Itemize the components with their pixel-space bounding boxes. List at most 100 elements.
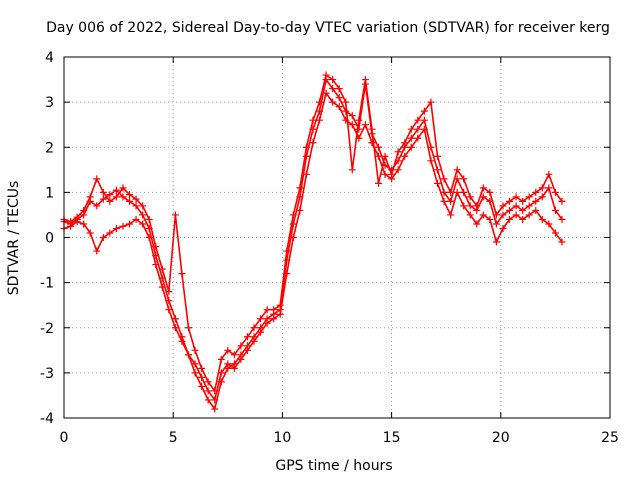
data-point-plus: [112, 193, 120, 201]
data-point-plus: [433, 166, 441, 174]
data-point-plus: [506, 197, 514, 205]
data-point-plus: [355, 116, 363, 124]
data-point-plus: [302, 143, 310, 151]
data-point-plus: [302, 170, 310, 178]
data-point-plus: [545, 220, 553, 228]
y-tick-label: 2: [45, 140, 54, 156]
data-point-plus: [80, 220, 88, 228]
x-tick-label: 5: [169, 430, 178, 446]
data-point-plus: [211, 405, 219, 413]
y-axis-ticks: -4 -3 -2 -1 0 1 2 3 4: [40, 50, 610, 427]
data-point-plus: [499, 224, 507, 232]
data-point-plus: [440, 175, 448, 183]
data-point-plus: [184, 351, 192, 359]
data-point-plus: [361, 76, 369, 84]
data-point-plus: [447, 197, 455, 205]
data-point-plus: [466, 211, 474, 219]
data-point-plus: [93, 175, 101, 183]
data-point-plus: [322, 89, 330, 97]
data-point-plus: [224, 360, 232, 368]
y-tick-label: 3: [45, 95, 54, 111]
data-point-plus: [558, 197, 566, 205]
data-point-plus: [86, 229, 94, 237]
x-axis-ticks: 0 5 10 15 20 25: [60, 57, 619, 446]
data-point-plus: [348, 166, 356, 174]
data-point-plus: [473, 202, 481, 210]
grid-lines: [64, 57, 610, 418]
data-point-plus: [126, 220, 134, 228]
data-point-plus: [257, 315, 265, 323]
data-point-plus: [106, 229, 114, 237]
data-point-plus: [335, 103, 343, 111]
x-tick-label: 20: [492, 430, 510, 446]
data-point-plus: [453, 166, 461, 174]
data-point-plus: [276, 310, 284, 318]
data-point-plus: [361, 121, 369, 129]
data-point-plus: [178, 337, 186, 345]
data-point-plus: [532, 197, 540, 205]
series-trace-3: [60, 71, 566, 395]
data-point-plus: [329, 85, 337, 93]
x-tick-label: 0: [60, 430, 69, 446]
data-point-plus: [276, 301, 284, 309]
data-point-plus: [204, 378, 212, 386]
data-point-plus: [283, 247, 291, 255]
data-point-plus: [492, 220, 500, 228]
data-point-plus: [388, 170, 396, 178]
data-point-plus: [506, 215, 514, 223]
data-point-plus: [191, 360, 199, 368]
data-point-plus: [335, 94, 343, 102]
data-point-plus: [250, 337, 258, 345]
data-point-plus: [93, 247, 101, 255]
data-point-plus: [460, 175, 468, 183]
data-point-plus: [519, 215, 527, 223]
data-point-plus: [551, 188, 559, 196]
data-point-plus: [126, 191, 134, 199]
data-point-plus: [289, 234, 297, 241]
data-point-plus: [152, 261, 160, 269]
data-point-plus: [119, 222, 127, 230]
data-point-plus: [99, 195, 107, 203]
data-point-plus: [158, 283, 166, 291]
data-point-plus: [257, 328, 265, 336]
data-point-plus: [479, 184, 487, 192]
data-point-plus: [466, 202, 474, 210]
data-point-plus: [473, 220, 481, 228]
data-point-plus: [67, 218, 75, 226]
y-tick-label: 1: [45, 185, 54, 201]
data-point-plus: [132, 195, 140, 203]
data-point-plus: [112, 186, 120, 194]
data-point-plus: [433, 179, 441, 187]
data-point-plus: [309, 116, 317, 124]
y-tick-label: 0: [45, 231, 54, 247]
data-point-plus: [512, 193, 520, 201]
data-point-plus: [374, 179, 382, 187]
data-point-plus: [230, 364, 238, 372]
data-point-plus: [132, 215, 140, 223]
data-point-plus: [486, 188, 494, 196]
data-point-plus: [479, 193, 487, 201]
data-point-plus: [342, 98, 350, 106]
data-point-plus: [525, 211, 533, 219]
data-point-plus: [165, 288, 173, 296]
data-point-plus: [545, 184, 553, 192]
data-point-plus: [224, 346, 232, 354]
data-point-plus: [545, 170, 553, 178]
data-point-plus: [401, 152, 409, 160]
data-point-plus: [171, 211, 179, 219]
data-point-plus: [401, 139, 409, 147]
data-point-plus: [499, 211, 507, 219]
data-point-plus: [538, 184, 546, 192]
data-point-plus: [368, 125, 376, 133]
data-point-plus: [348, 121, 356, 129]
data-point-plus: [145, 234, 153, 241]
data-point-plus: [519, 206, 527, 214]
data-point-plus: [126, 197, 134, 205]
data-point-plus: [316, 98, 324, 106]
data-point-plus: [407, 143, 415, 151]
data-point-plus: [198, 364, 206, 372]
data-point-plus: [270, 315, 278, 323]
data-point-plus: [119, 193, 127, 201]
data-point-plus: [538, 215, 546, 223]
data-point-plus: [139, 211, 147, 219]
